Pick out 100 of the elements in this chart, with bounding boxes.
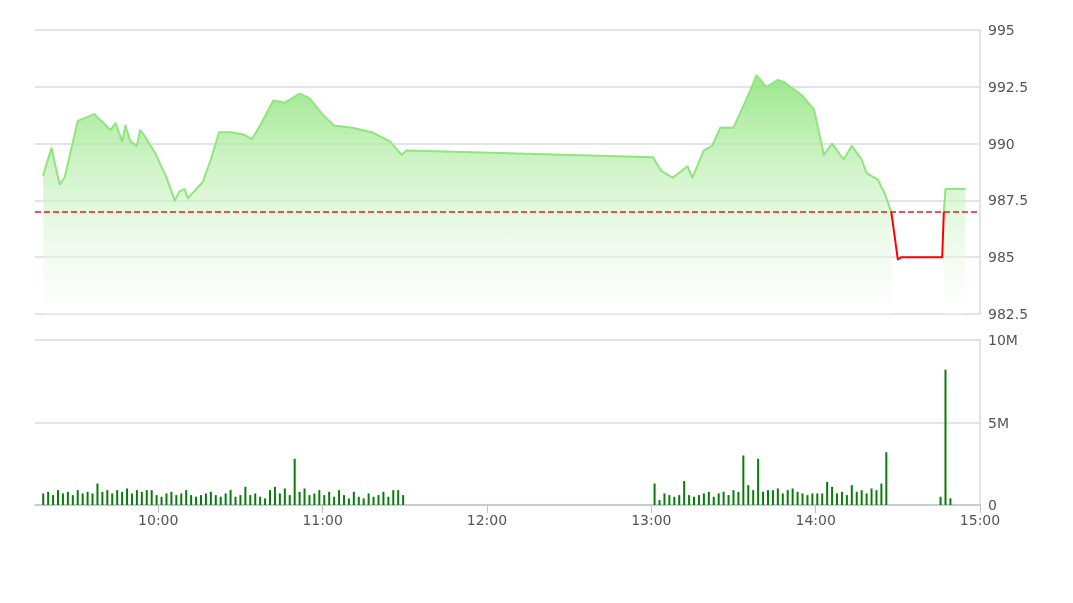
bar <box>338 490 341 505</box>
bar <box>96 483 99 505</box>
bar <box>47 491 50 505</box>
x-tick-label: 13:00 <box>631 512 672 528</box>
x-tick-label: 15:00 <box>959 512 1001 528</box>
bar <box>885 452 888 505</box>
bar <box>806 495 809 505</box>
bar <box>949 498 952 505</box>
bar <box>717 493 720 505</box>
bar <box>944 369 947 505</box>
bar <box>214 495 217 505</box>
bar <box>821 493 824 505</box>
bar <box>377 495 380 505</box>
bar <box>382 491 385 505</box>
bar <box>702 493 705 505</box>
bar <box>71 495 74 505</box>
x-tick-label: 10:00 <box>138 512 179 528</box>
bar <box>747 485 750 505</box>
bar <box>52 495 55 505</box>
bar <box>288 495 291 505</box>
bar <box>328 491 331 505</box>
y-tick-label: 992.5 <box>988 78 1029 95</box>
bar <box>259 496 262 505</box>
x-tick-label: 11:00 <box>302 512 343 528</box>
bar <box>323 495 326 505</box>
bar <box>673 496 676 505</box>
bar <box>66 491 69 505</box>
bar <box>742 455 745 505</box>
bar <box>771 490 774 505</box>
bar <box>333 496 336 505</box>
bar <box>372 496 375 505</box>
bar <box>880 483 883 505</box>
bar <box>190 495 193 505</box>
bar <box>766 490 769 505</box>
bar <box>126 488 129 505</box>
bar <box>308 495 311 505</box>
bar <box>653 483 656 505</box>
bar <box>392 490 395 505</box>
y-tick-label: 990 <box>988 135 1015 152</box>
bar <box>61 493 64 505</box>
bar <box>121 491 124 505</box>
bar <box>860 490 863 505</box>
bar <box>313 493 316 505</box>
y-tick-label: 0 <box>988 497 997 513</box>
bar <box>293 458 296 505</box>
bar <box>273 486 276 505</box>
bar <box>811 493 814 505</box>
bar <box>224 493 227 505</box>
y-tick-label: 10M <box>988 332 1018 348</box>
bar <box>264 498 267 505</box>
bar <box>362 498 365 505</box>
bar <box>278 493 281 505</box>
bar <box>175 495 178 505</box>
bar <box>180 493 183 505</box>
x-tick-label: 12:00 <box>466 512 508 528</box>
bar <box>402 495 405 505</box>
bar <box>865 493 868 505</box>
bar <box>712 496 715 505</box>
bar <box>678 495 681 505</box>
bar <box>397 490 400 505</box>
bar <box>135 490 138 505</box>
bar <box>855 491 858 505</box>
bar <box>195 496 198 505</box>
bar <box>732 490 735 505</box>
bar <box>722 491 725 505</box>
bar <box>229 490 232 505</box>
bar <box>387 496 390 505</box>
bar <box>42 493 45 505</box>
bar <box>269 490 272 505</box>
bar <box>150 490 153 505</box>
bar <box>116 490 119 505</box>
bar <box>106 490 109 505</box>
y-tick-label: 987.5 <box>988 192 1029 209</box>
bar <box>786 490 789 505</box>
bar <box>801 493 804 505</box>
bar <box>347 498 350 505</box>
bar <box>840 491 843 505</box>
bar <box>303 488 306 505</box>
bar <box>204 493 207 505</box>
bar <box>81 493 84 505</box>
bar <box>826 481 829 505</box>
bar <box>693 496 696 505</box>
bar <box>219 496 222 505</box>
bar <box>357 496 360 505</box>
bar <box>234 496 237 505</box>
bar <box>155 495 158 505</box>
bar <box>707 491 710 505</box>
bar <box>727 495 730 505</box>
bar <box>239 495 242 505</box>
y-tick-label: 982.5 <box>988 306 1029 322</box>
bar <box>836 493 839 505</box>
bar <box>752 490 755 505</box>
bar <box>663 493 666 505</box>
bar <box>816 493 819 505</box>
bar <box>796 491 799 505</box>
bar <box>318 490 321 505</box>
bar <box>185 490 188 505</box>
bar <box>298 491 301 505</box>
bar <box>875 490 878 505</box>
bar <box>831 486 834 505</box>
